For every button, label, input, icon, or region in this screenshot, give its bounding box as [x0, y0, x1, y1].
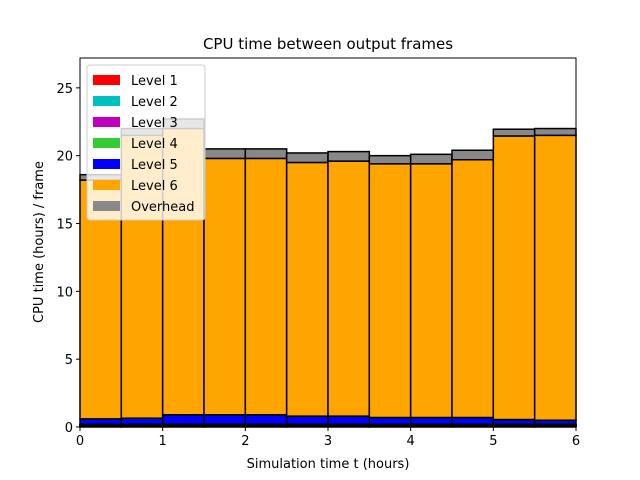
- bar-segment: [369, 164, 410, 418]
- x-tick-label: 0: [76, 434, 84, 449]
- chart-title: CPU time between output frames: [203, 35, 453, 53]
- legend-swatch: [93, 138, 120, 148]
- bar-segment: [287, 153, 328, 162]
- y-tick-label: 25: [56, 82, 73, 97]
- legend-label: Level 3: [131, 116, 178, 131]
- x-tick-label: 1: [159, 434, 167, 449]
- bar-segment: [204, 158, 245, 414]
- legend-swatch: [93, 75, 120, 85]
- bar-segment: [452, 160, 493, 418]
- legend-swatch: [93, 96, 120, 106]
- y-tick-label: 10: [56, 285, 73, 300]
- legend-label: Level 1: [131, 74, 178, 89]
- bar-segment: [204, 415, 245, 424]
- bar-segment: [287, 416, 328, 424]
- x-tick-label: 3: [324, 434, 332, 449]
- y-tick-label: 5: [65, 353, 73, 368]
- x-axis-label: Simulation time t (hours): [247, 457, 410, 472]
- bar-segment: [80, 419, 121, 424]
- bar-segment: [535, 135, 576, 420]
- bar-segment: [245, 158, 286, 414]
- y-tick-label: 20: [56, 150, 73, 165]
- legend-label: Level 4: [131, 137, 178, 152]
- bar-segment: [287, 162, 328, 416]
- bar-segment: [452, 418, 493, 425]
- bar-segment: [121, 418, 162, 424]
- bar-segment: [328, 416, 369, 424]
- bar-segment: [452, 150, 493, 159]
- y-tick-label: 15: [56, 218, 73, 233]
- bar-segment: [411, 418, 452, 425]
- bar-segment: [328, 152, 369, 161]
- bar-segment: [245, 149, 286, 158]
- legend-label: Level 2: [131, 95, 178, 110]
- legend: Level 1 Level 2 Level 3 Level 4 Level 5 Level…: [87, 65, 205, 220]
- x-tick-label: 5: [489, 434, 497, 449]
- bar-segment: [328, 161, 369, 416]
- legend-swatch: [93, 117, 120, 127]
- bar-segment: [493, 129, 534, 136]
- legend-label: Overhead: [131, 200, 195, 215]
- bar-segment: [369, 418, 410, 425]
- y-axis-label: CPU time (hours) / frame: [32, 161, 47, 323]
- legend-label: Level 5: [131, 158, 178, 173]
- bar-segment: [204, 149, 245, 158]
- x-tick-label: 2: [241, 434, 249, 449]
- legend-label: Level 6: [131, 179, 178, 194]
- bar-segment: [411, 154, 452, 163]
- bar-segment: [163, 415, 204, 424]
- x-tick-label: 4: [407, 434, 415, 449]
- legend-swatch: [93, 201, 120, 211]
- bar-segment: [411, 164, 452, 418]
- bar-segment: [245, 415, 286, 424]
- x-tick-label: 6: [572, 434, 580, 449]
- bar-segment: [493, 136, 534, 420]
- legend-swatch: [93, 159, 120, 169]
- bar-segment: [369, 156, 410, 164]
- legend-swatch: [93, 180, 120, 190]
- bar-segment: [535, 129, 576, 136]
- y-tick-label: 0: [65, 421, 73, 436]
